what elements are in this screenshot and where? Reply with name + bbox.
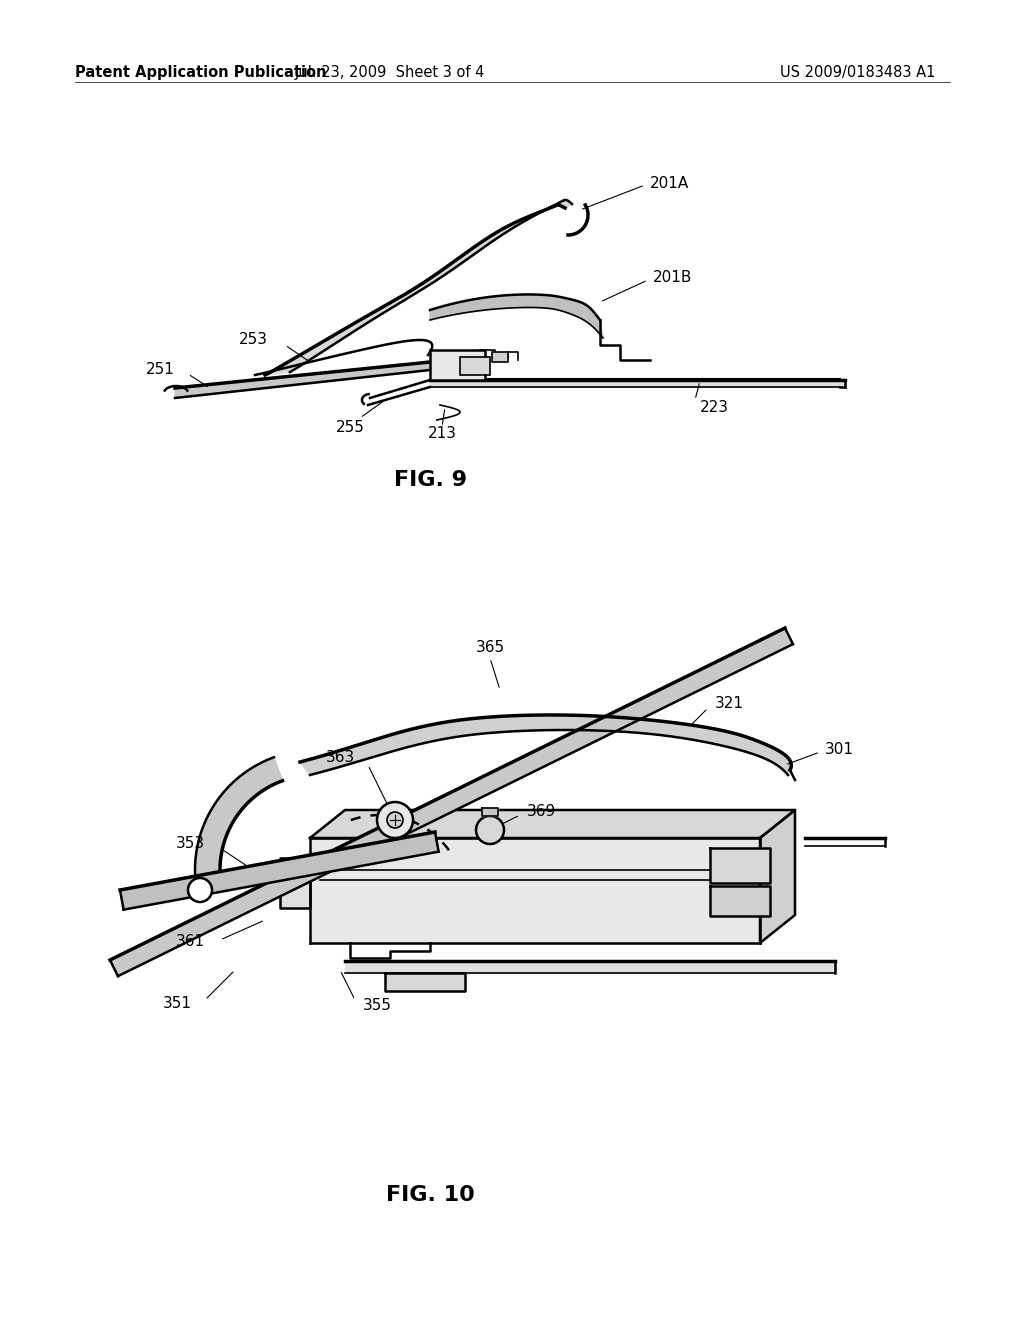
Text: 223: 223	[700, 400, 729, 416]
Circle shape	[387, 812, 403, 828]
Polygon shape	[710, 847, 770, 883]
Text: 363: 363	[326, 750, 355, 764]
Bar	[492, 352, 508, 362]
Polygon shape	[345, 961, 835, 973]
Polygon shape	[760, 810, 795, 942]
Circle shape	[377, 803, 413, 838]
Text: 201A: 201A	[650, 176, 689, 190]
Text: 301: 301	[825, 742, 854, 758]
Circle shape	[476, 816, 504, 843]
Polygon shape	[310, 838, 760, 942]
Circle shape	[188, 878, 212, 902]
Text: US 2009/0183483 A1: US 2009/0183483 A1	[780, 65, 935, 79]
Polygon shape	[110, 628, 793, 977]
Text: 321: 321	[715, 696, 744, 710]
Text: 253: 253	[239, 333, 268, 347]
Polygon shape	[430, 294, 603, 338]
Text: Jul. 23, 2009  Sheet 3 of 4: Jul. 23, 2009 Sheet 3 of 4	[295, 65, 485, 79]
Polygon shape	[280, 858, 310, 908]
Text: 255: 255	[336, 420, 365, 434]
Polygon shape	[195, 758, 283, 891]
Bar	[430, 350, 485, 380]
Polygon shape	[430, 380, 845, 387]
Text: 355: 355	[362, 998, 392, 1014]
Text: FIG. 9: FIG. 9	[393, 470, 467, 490]
Polygon shape	[120, 832, 438, 909]
Text: 353: 353	[176, 836, 205, 850]
Polygon shape	[710, 886, 770, 916]
Text: 201B: 201B	[653, 271, 692, 285]
Polygon shape	[482, 808, 498, 816]
Bar	[460, 356, 490, 375]
Text: FIG. 10: FIG. 10	[386, 1185, 474, 1205]
Text: 213: 213	[427, 425, 457, 441]
Text: 351: 351	[163, 995, 193, 1011]
Polygon shape	[300, 715, 792, 775]
Polygon shape	[385, 973, 465, 991]
Polygon shape	[265, 199, 572, 375]
Text: 361: 361	[176, 935, 205, 949]
Polygon shape	[175, 362, 430, 399]
Text: 251: 251	[146, 363, 175, 378]
Polygon shape	[310, 810, 795, 838]
Text: 365: 365	[475, 640, 505, 656]
Text: 369: 369	[527, 804, 556, 820]
Text: Patent Application Publication: Patent Application Publication	[75, 65, 327, 79]
